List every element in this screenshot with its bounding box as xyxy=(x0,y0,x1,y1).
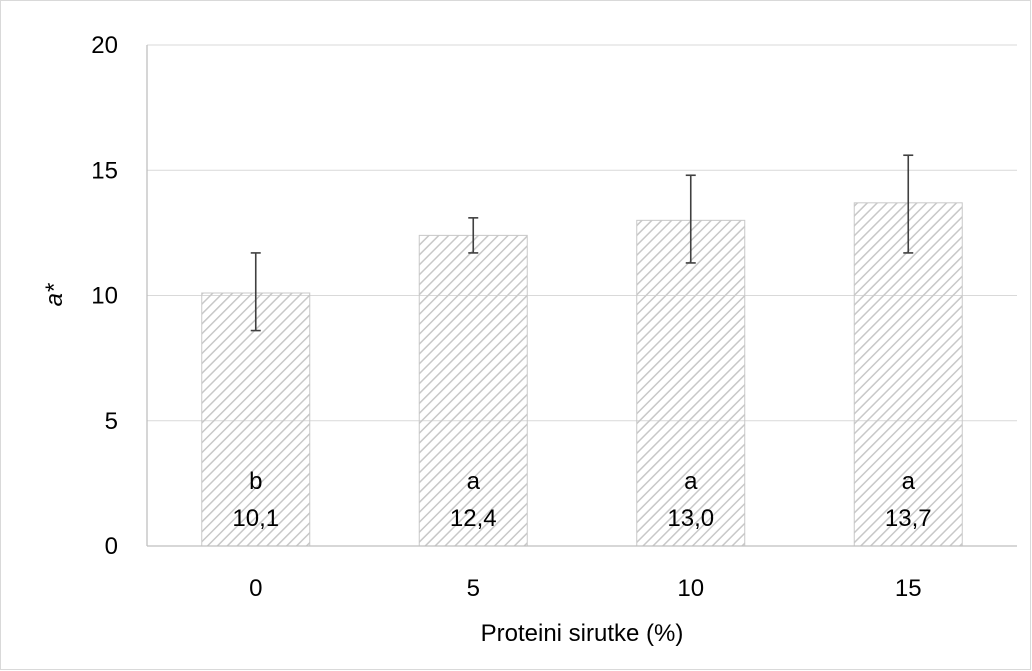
data-label: 12,4 xyxy=(450,505,497,532)
x-tick-label: 10 xyxy=(677,575,704,602)
bars xyxy=(201,202,963,547)
y-tick-label: 10 xyxy=(91,283,118,310)
significance-letter: a xyxy=(467,468,481,495)
x-tick-label: 0 xyxy=(249,575,262,602)
error-bars xyxy=(250,154,914,332)
y-tick-label: 0 xyxy=(105,533,118,560)
y-axis-title: a* xyxy=(41,283,68,306)
data-label: 10,1 xyxy=(232,505,279,532)
y-tick-label: 15 xyxy=(91,157,118,184)
x-tick-label: 15 xyxy=(895,575,922,602)
bar xyxy=(636,219,746,547)
y-tick-label: 20 xyxy=(91,32,118,59)
significance-letter: a xyxy=(684,468,698,495)
x-axis-title: Proteini sirutke (%) xyxy=(481,620,684,647)
significance-letter: a xyxy=(902,468,916,495)
axes: 0 5 10 15 20 xyxy=(91,32,1017,560)
bar xyxy=(853,202,963,547)
labels: b 10,1 0 a 12,4 5 a 13,0 10 a 13,7 15 xyxy=(232,468,931,602)
y-tick-label: 5 xyxy=(105,408,118,435)
significance-letter: b xyxy=(249,468,262,495)
data-label: 13,7 xyxy=(885,505,932,532)
data-label: 13,0 xyxy=(667,505,714,532)
bar xyxy=(418,234,528,547)
x-tick-label: 5 xyxy=(467,575,480,602)
